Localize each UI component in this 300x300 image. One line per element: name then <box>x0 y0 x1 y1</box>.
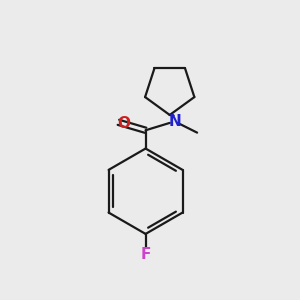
Text: N: N <box>169 114 182 129</box>
Text: O: O <box>117 116 130 131</box>
Text: F: F <box>140 247 151 262</box>
